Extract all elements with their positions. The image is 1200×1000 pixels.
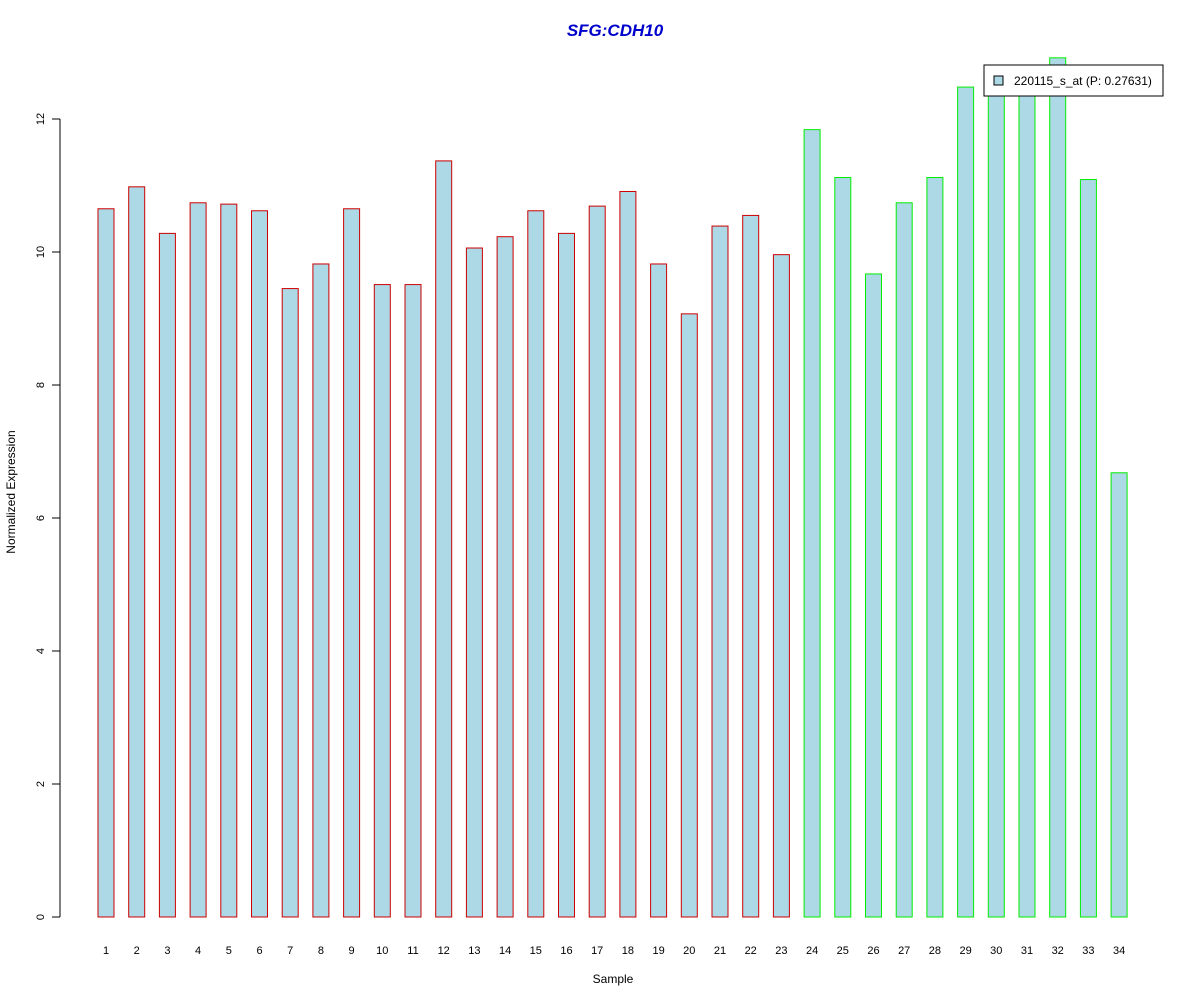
x-tick-label: 23 [775,945,787,957]
x-tick-label: 11 [407,945,418,957]
x-tick-label: 33 [1082,945,1094,957]
bar-sample-21 [711,225,729,918]
chart-title: SFG:CDH10 [567,21,664,40]
x-tick-label: 6 [256,945,262,957]
x-axis-tick-labels: 1 2 3 4 5 6 7 8 9 10 11 12 13 14 15 16 17 18 19 20 21 22 23 24 2… [103,945,1125,957]
x-tick-label: 25 [837,945,849,957]
x-tick-label: 20 [683,945,695,957]
x-tick-label: 7 [287,945,293,957]
bar-sample-3 [158,232,176,918]
x-tick-label: 16 [560,945,572,957]
legend: 220115_s_at (P: 0.27631) [983,64,1164,97]
x-tick-label: 26 [867,945,879,957]
bar-sample-19 [650,263,668,918]
x-tick-label: 12 [438,945,450,957]
bar-sample-22 [742,214,760,918]
x-tick-label: 28 [929,945,941,957]
y-tick-label: 10 [35,246,47,258]
bar-sample-10 [373,284,391,918]
y-tick-label: 6 [35,515,47,521]
y-axis-label: Normalized Expression [4,430,18,553]
bar-sample-15 [527,210,545,918]
x-tick-label: 5 [226,945,232,957]
bar-sample-7 [281,288,299,918]
bar-sample-25 [834,177,852,918]
x-tick-label: 4 [195,945,201,957]
bar-sample-30 [987,90,1005,918]
legend-swatch [993,75,1004,86]
bar-sample-1 [97,208,115,918]
x-tick-label: 14 [499,945,511,957]
x-tick-label: 17 [591,945,603,957]
x-tick-label: 18 [622,945,634,957]
bar-sample-4 [189,202,207,918]
y-axis: 0 2 4 6 8 10 12 [35,113,61,920]
x-axis-label: Sample [593,972,634,986]
x-tick-label: 1 [103,945,109,957]
x-tick-label: 31 [1021,945,1033,957]
x-tick-label: 32 [1052,945,1064,957]
y-tick-label: 2 [35,781,47,787]
x-tick-label: 10 [376,945,388,957]
bar-sample-34 [1110,472,1128,918]
bar-sample-27 [895,202,913,918]
bar-sample-5 [220,203,238,918]
y-tick-label: 0 [35,914,47,920]
bar-sample-26 [865,273,882,918]
y-tick-label: 4 [35,648,47,654]
bar-sample-32 [1049,57,1067,918]
bars [97,57,1128,918]
x-tick-label: 27 [898,945,910,957]
bar-sample-13 [465,247,483,918]
x-tick-label: 24 [806,945,818,957]
bar-sample-24 [803,129,821,918]
y-tick-label: 8 [35,382,47,388]
y-tick-label: 12 [35,113,47,125]
bar-sample-9 [343,208,361,918]
bar-sample-16 [558,232,575,918]
bar-sample-29 [957,86,975,918]
bar-sample-8 [312,263,330,918]
legend-box [983,64,1164,97]
x-tick-label: 9 [349,945,355,957]
bar-sample-28 [926,177,944,918]
legend-label: 220115_s_at (P: 0.27631) [1014,74,1152,88]
x-tick-label: 21 [714,945,726,957]
bar-sample-17 [588,205,606,918]
bar-sample-31 [1018,90,1036,918]
bar-sample-18 [619,190,637,918]
x-tick-label: 30 [990,945,1002,957]
x-tick-label: 2 [134,945,140,957]
x-tick-label: 34 [1113,945,1125,957]
x-tick-label: 15 [530,945,542,957]
bar-sample-14 [496,236,514,918]
bar-sample-20 [680,313,698,918]
bar-sample-23 [772,254,790,918]
x-tick-label: 13 [468,945,480,957]
x-tick-label: 29 [959,945,971,957]
bar-sample-12 [435,160,453,918]
x-tick-label: 3 [164,945,170,957]
x-tick-label: 22 [745,945,757,957]
x-tick-label: 8 [318,945,324,957]
bar-sample-2 [128,186,146,918]
bar-sample-11 [404,284,422,918]
x-tick-label: 19 [652,945,664,957]
bar-sample-33 [1079,179,1097,918]
bar-sample-6 [251,210,268,918]
